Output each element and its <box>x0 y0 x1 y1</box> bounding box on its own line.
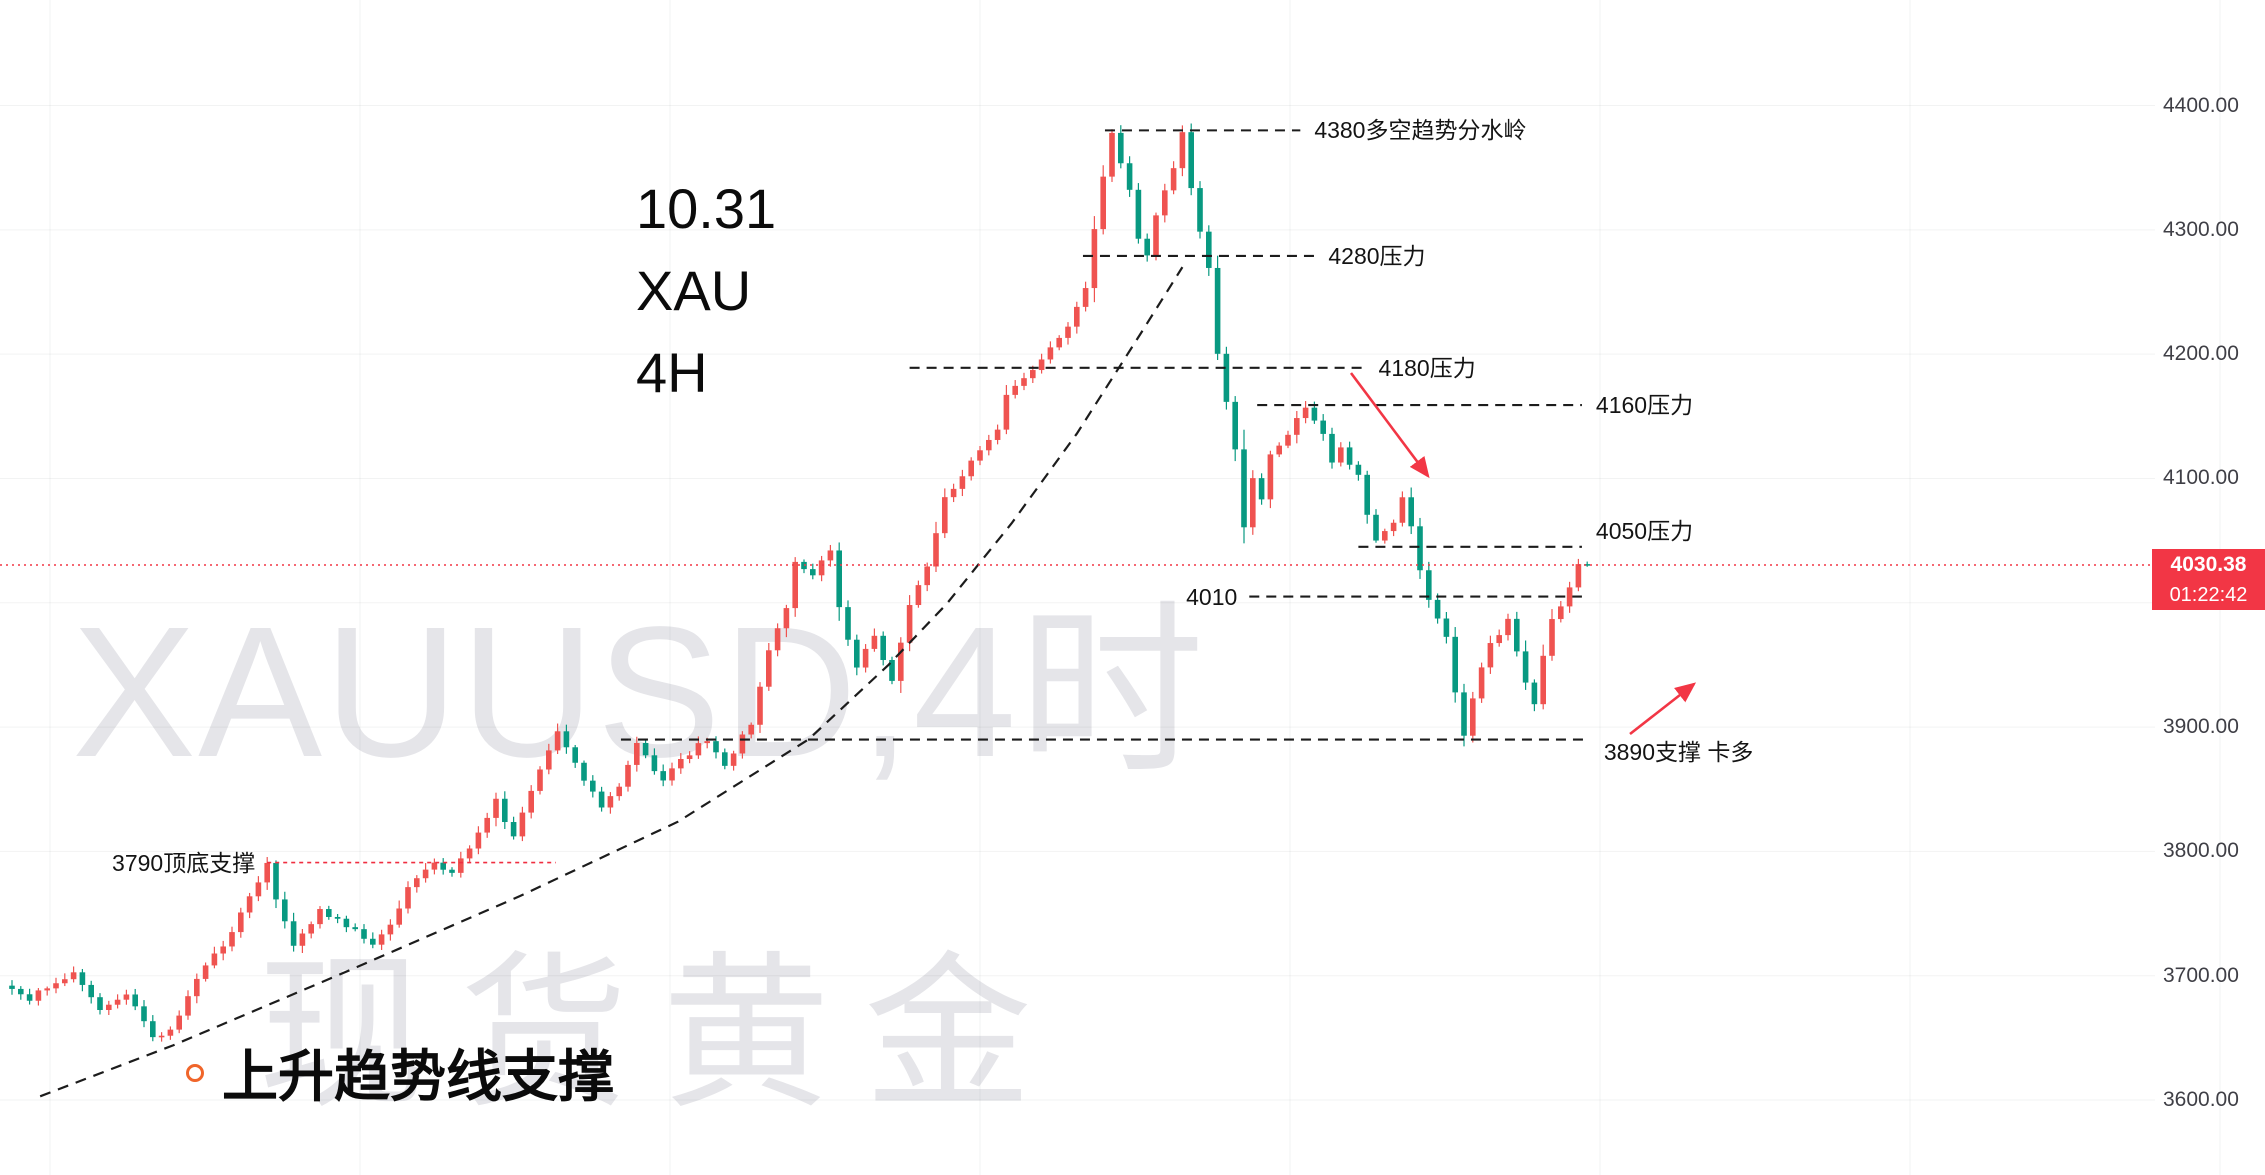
price-axis-tick: 3900.00 <box>2163 715 2239 739</box>
price-axis-tick: 4100.00 <box>2163 466 2239 490</box>
price-level-label[interactable]: 4050压力 <box>1595 517 1694 544</box>
price-level-label[interactable]: 4380多空趋势分水岭 <box>1314 117 1527 144</box>
annotation-arrow[interactable] <box>1349 372 1430 479</box>
price-axis[interactable]: 4400.00 4300.00 4200.00 4100.00 3900.00 3800.… <box>2163 0 2265 1175</box>
watermark-instrument-name: 现货黄金 <box>258 940 1066 1128</box>
trendline-label[interactable]: 上升趋势线支撑 <box>186 1032 614 1113</box>
price-axis-tick: 3700.00 <box>2163 963 2239 987</box>
price-level-label[interactable]: 3890支撑 卡多 <box>1603 738 1754 765</box>
title-line-symbol: XAU <box>636 259 752 322</box>
chart-title-annotation[interactable]: 10.31 XAU 4H <box>636 168 776 414</box>
title-line-date: 10.31 <box>636 177 777 240</box>
price-axis-tick: 4300.00 <box>2163 217 2239 241</box>
price-level-label[interactable]: 4180压力 <box>1378 354 1476 381</box>
price-axis-tick: 3800.00 <box>2163 839 2239 863</box>
last-price-value: 4030.38 <box>2170 553 2247 576</box>
price-axis-tick: 4400.00 <box>2163 93 2239 117</box>
trendline-label-text: 上升趋势线支撑 <box>222 1045 614 1108</box>
price-level-label[interactable]: 4280压力 <box>1328 242 1426 269</box>
drawing-anchor-dot[interactable] <box>186 1063 204 1082</box>
bar-countdown: 01:22:42 <box>2169 584 2248 606</box>
price-axis-tick: 3600.00 <box>2163 1088 2239 1112</box>
price-level-label[interactable]: 4160压力 <box>1595 392 1694 419</box>
ascending-trendline[interactable] <box>39 266 1184 1098</box>
price-level-label[interactable]: 3790顶底支撑 <box>112 849 256 876</box>
last-price-badge: 4030.38 01:22:42 <box>2152 549 2265 610</box>
price-axis-tick: 4200.00 <box>2163 342 2239 366</box>
annotation-arrow[interactable] <box>1629 682 1697 736</box>
title-line-timeframe: 4H <box>636 341 708 404</box>
price-level-label[interactable]: 4010 <box>1186 583 1238 610</box>
